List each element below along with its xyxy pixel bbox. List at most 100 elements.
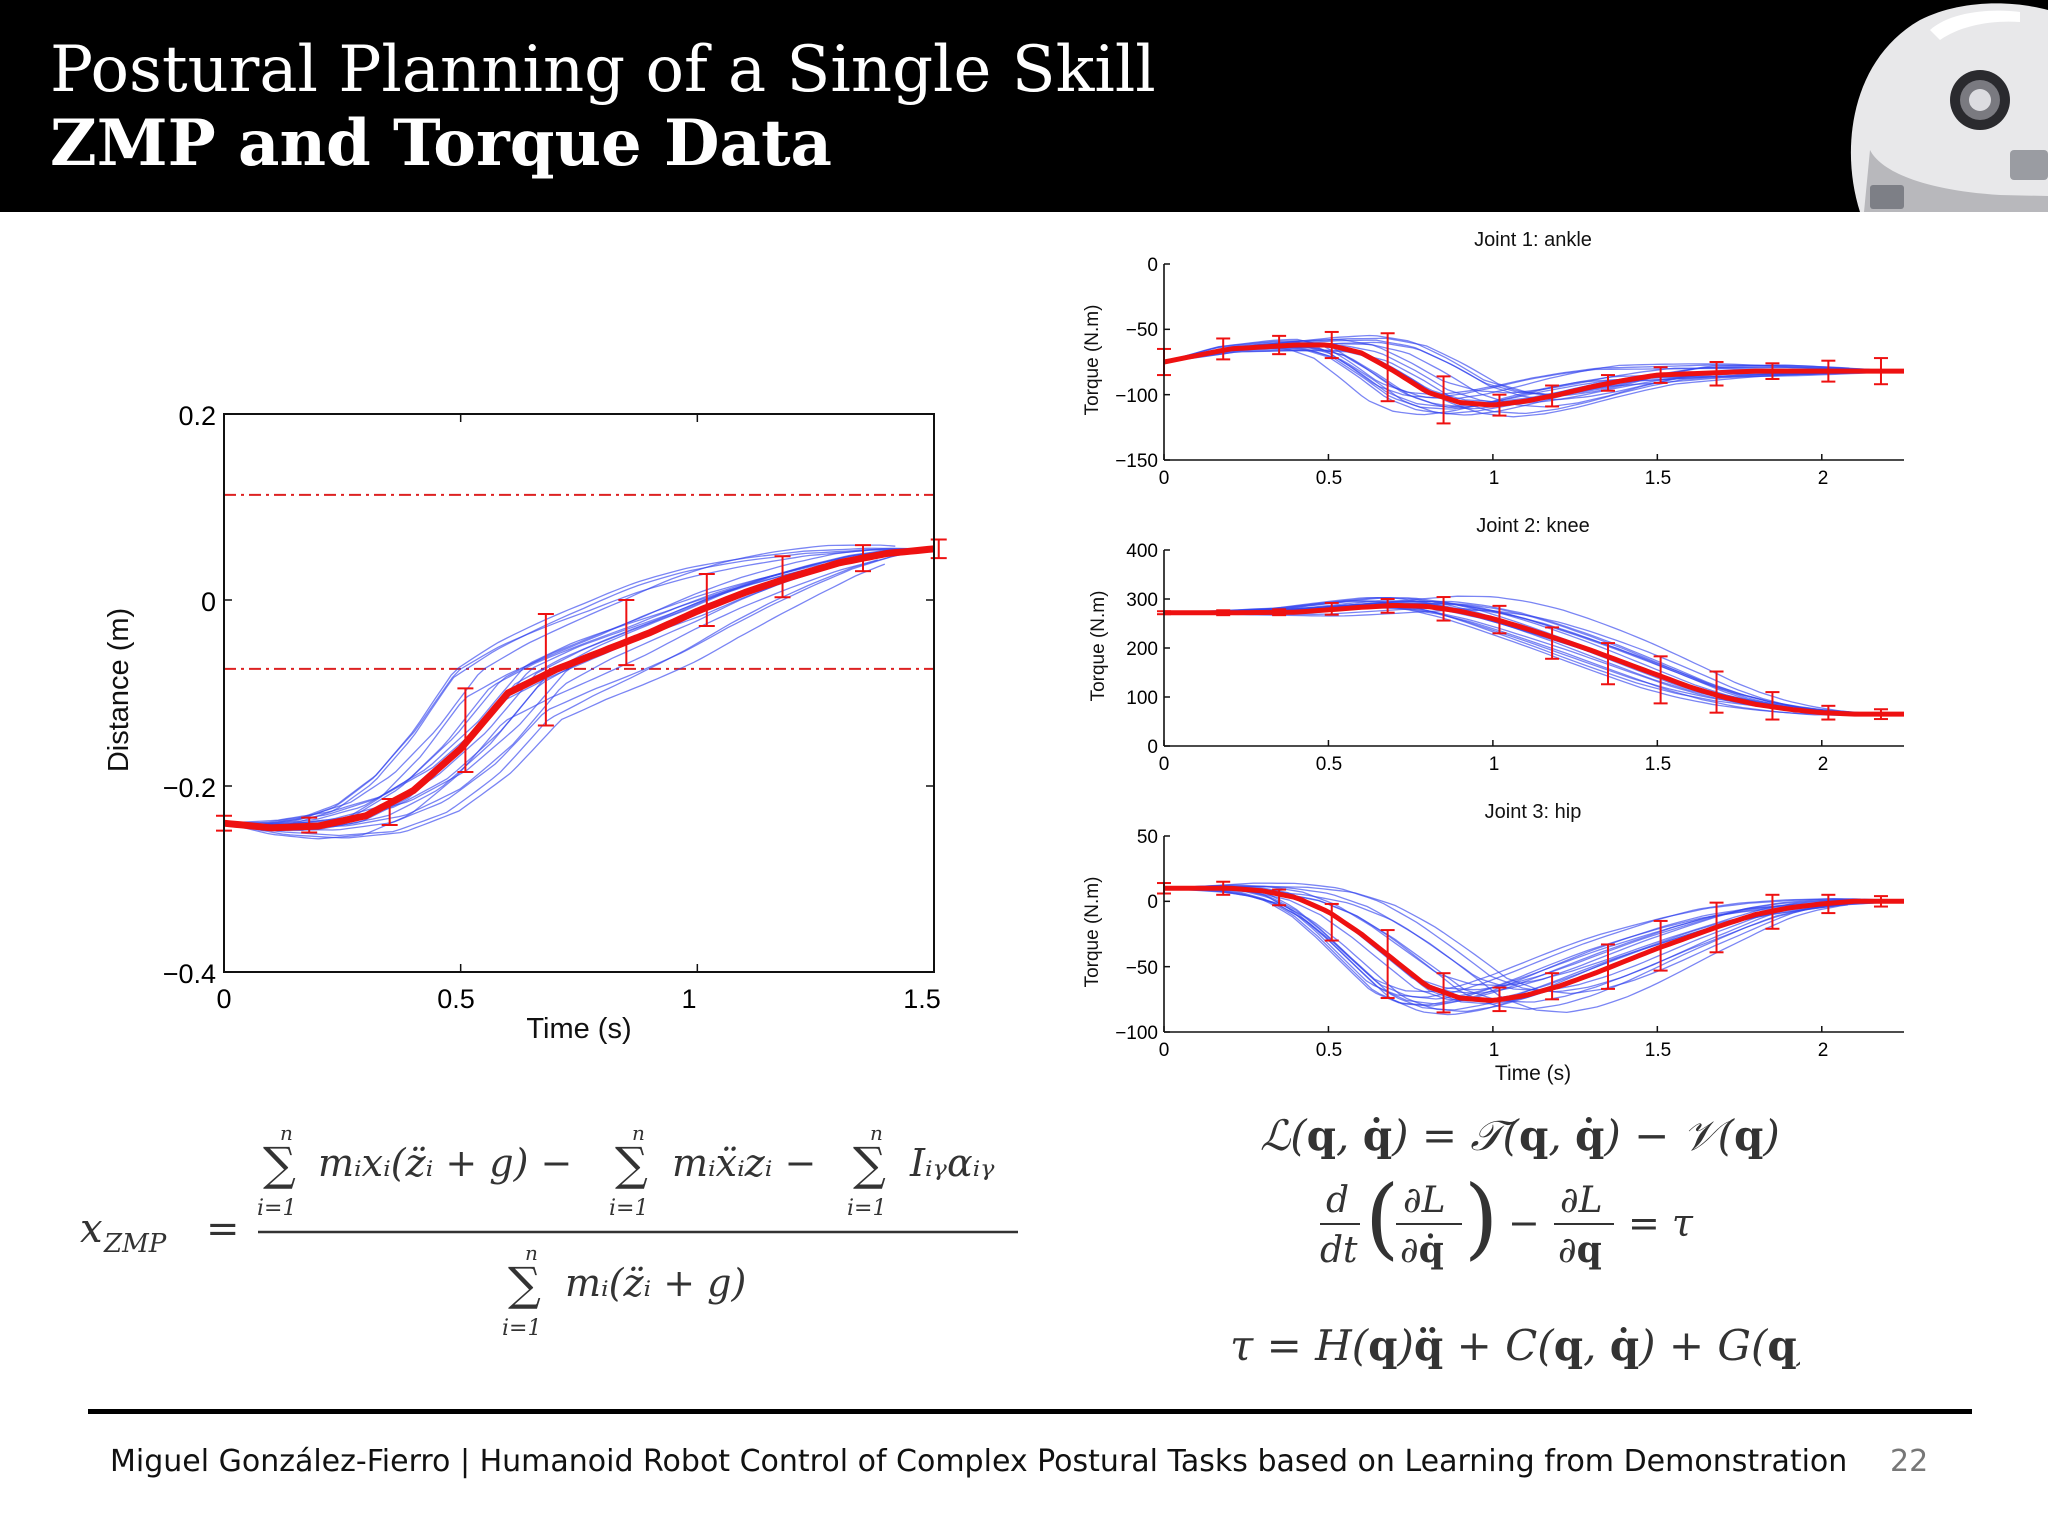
hip-xtick-1: 0.5 xyxy=(1316,1040,1342,1061)
zmp-xtick-2: 1 xyxy=(681,984,696,1014)
knee-xtick-2: 1 xyxy=(1489,754,1500,775)
ankle-xtick-4: 2 xyxy=(1818,468,1829,489)
zmp-xlabel: Time (s) xyxy=(526,1013,631,1045)
svg-text:∂q̇: ∂q̇ xyxy=(1400,1229,1444,1271)
zmp-ylabel: Distance (m) xyxy=(103,608,135,772)
trial-line xyxy=(1164,604,1879,716)
svg-text:∑: ∑ xyxy=(615,1137,648,1191)
svg-text:mᵢ(z̈ᵢ + g): mᵢ(z̈ᵢ + g) xyxy=(565,1261,746,1305)
ankle-xtick-1: 0.5 xyxy=(1316,468,1342,489)
ankle-ytick-2: −100 xyxy=(1115,386,1158,407)
zmp-ytick-labels: −0.4 −0.2 0 0.2 xyxy=(163,401,216,989)
trial-line xyxy=(223,563,886,839)
error-bar xyxy=(537,612,554,727)
trial-line xyxy=(1163,884,1858,987)
svg-text:ZMP: ZMP xyxy=(103,1229,167,1259)
ankle-ytick-0: 0 xyxy=(1147,255,1158,276)
svg-text:∑: ∑ xyxy=(263,1137,296,1191)
hip-xlabel: Time (s) xyxy=(1495,1062,1571,1085)
hip-xtick-labels: 0 0.5 1 1.5 2 xyxy=(1159,1040,1829,1061)
error-bar xyxy=(1436,375,1451,425)
zmp-trials xyxy=(223,544,931,840)
error-bar xyxy=(698,572,715,628)
svg-text:∂L: ∂L xyxy=(1560,1180,1603,1221)
trial-line xyxy=(1163,602,1878,715)
ankle-ylabel: Torque (N.m) xyxy=(1082,305,1103,416)
ankle-xtick-labels: 0 0.5 1 1.5 2 xyxy=(1159,468,1829,489)
knee-ytick-0: 0 xyxy=(1147,737,1158,758)
trial-line xyxy=(223,551,915,837)
knee-ytick-1: 100 xyxy=(1126,688,1158,709)
torque-charts: Joint 1: ankle Torque (N.m) 0 0.5 1 1.5 … xyxy=(1082,229,1904,1085)
knee-xtick-labels: 0 0.5 1 1.5 2 xyxy=(1159,754,1829,775)
zmp-mean-line xyxy=(223,545,935,832)
trial-line xyxy=(1163,887,1846,1006)
hip-mean-line xyxy=(1164,885,1904,1003)
error-bar xyxy=(1653,655,1668,705)
ankle-ytick-1: −50 xyxy=(1126,320,1158,341)
knee-title: Joint 2: knee xyxy=(1476,515,1589,537)
trial-line xyxy=(223,547,930,825)
svg-text:ℒ(q, q̇) = 𝒯(q, q̇) − 𝒱(q): ℒ(q, q̇) = 𝒯(q, q̇) − 𝒱(q) xyxy=(1260,1111,1780,1160)
zmp-ytick-2: 0 xyxy=(201,587,216,617)
ankle-ytick-3: −150 xyxy=(1115,451,1158,472)
knee-ylabel: Torque (N.m) xyxy=(1088,591,1109,702)
trial-line xyxy=(1163,885,1866,993)
knee-ticks xyxy=(1163,549,1823,747)
zmp-ticks xyxy=(223,413,935,973)
svg-text:= τ: = τ xyxy=(1628,1201,1694,1245)
trial-line xyxy=(223,549,894,826)
zmp-equation: x ZMP = n ∑ i=1 mᵢxᵢ(z̈ᵢ + g) − n ∑ i=1 … xyxy=(80,1121,1018,1341)
trial-line xyxy=(1163,887,1848,1014)
knee-ytick-4: 400 xyxy=(1126,541,1158,562)
svg-text:d: d xyxy=(1326,1180,1349,1221)
ankle-mean-line xyxy=(1163,342,1904,408)
zmp-chart: Distance (m) Time (s) 0 0.5 1 1.5 −0.4 −… xyxy=(103,401,947,1045)
svg-text:n: n xyxy=(280,1121,293,1145)
knee-xtick-1: 0.5 xyxy=(1316,754,1342,775)
trial-line xyxy=(1163,600,1888,715)
knee-xtick-4: 2 xyxy=(1818,754,1829,775)
svg-text:x: x xyxy=(80,1206,103,1252)
slide-subtitle: ZMP and Torque Data xyxy=(50,106,832,181)
trial-line xyxy=(223,548,917,826)
knee-ytick-3: 300 xyxy=(1126,590,1158,611)
footer-text: Miguel González-Fierro | Humanoid Robot … xyxy=(110,1444,1848,1479)
svg-text:=: = xyxy=(206,1206,240,1252)
svg-text:mᵢẍᵢzᵢ −: mᵢẍᵢzᵢ − xyxy=(672,1141,816,1185)
svg-text:∑: ∑ xyxy=(508,1257,541,1311)
ankle-title: Joint 1: ankle xyxy=(1474,229,1592,251)
knee-ytick-labels: 0 100 200 300 400 xyxy=(1126,541,1158,758)
page-number: 22 xyxy=(1890,1444,1929,1479)
trial-line xyxy=(223,549,924,829)
trial-line xyxy=(223,548,922,824)
hip-ytick-3: −100 xyxy=(1115,1023,1158,1044)
robot-logo xyxy=(1800,0,2048,212)
error-bar xyxy=(1324,902,1339,942)
hip-ytick-1: 0 xyxy=(1147,892,1158,913)
svg-text:n: n xyxy=(525,1241,538,1265)
zmp-errorbars xyxy=(216,538,947,834)
svg-text:(: ( xyxy=(1365,1166,1399,1269)
zmp-xtick-labels: 0 0.5 1 1.5 xyxy=(216,984,940,1014)
svg-text:i=1: i=1 xyxy=(502,1316,541,1341)
svg-text:n: n xyxy=(632,1121,645,1145)
ankle-ticks xyxy=(1163,263,1823,461)
trial-line xyxy=(223,550,922,831)
footer-divider xyxy=(88,1409,1972,1414)
hip-xtick-2: 1 xyxy=(1489,1040,1500,1061)
trial-line xyxy=(223,544,896,824)
svg-text:∂L: ∂L xyxy=(1403,1180,1446,1221)
trial-line xyxy=(223,559,878,840)
svg-text:i=1: i=1 xyxy=(609,1196,648,1221)
lagrange-equations: ℒ(q, q̇) = 𝒯(q, q̇) − 𝒱(q) d dt ( ∂L ∂q̇… xyxy=(1230,1111,1800,1370)
zmp-xtick-3: 1.5 xyxy=(903,984,941,1014)
svg-text:τ = H(q)q̈ + C(q, q̇) + G(q): τ = H(q)q̈ + C(q, q̇) + G(q) xyxy=(1230,1321,1800,1370)
zmp-ytick-1: −0.2 xyxy=(163,773,216,803)
error-bar xyxy=(1601,642,1615,686)
knee-xtick-0: 0 xyxy=(1159,754,1170,775)
trial-line xyxy=(223,548,930,829)
svg-text:dt: dt xyxy=(1320,1230,1358,1271)
hip-ytick-2: −50 xyxy=(1126,958,1158,979)
trial-line xyxy=(223,550,909,828)
